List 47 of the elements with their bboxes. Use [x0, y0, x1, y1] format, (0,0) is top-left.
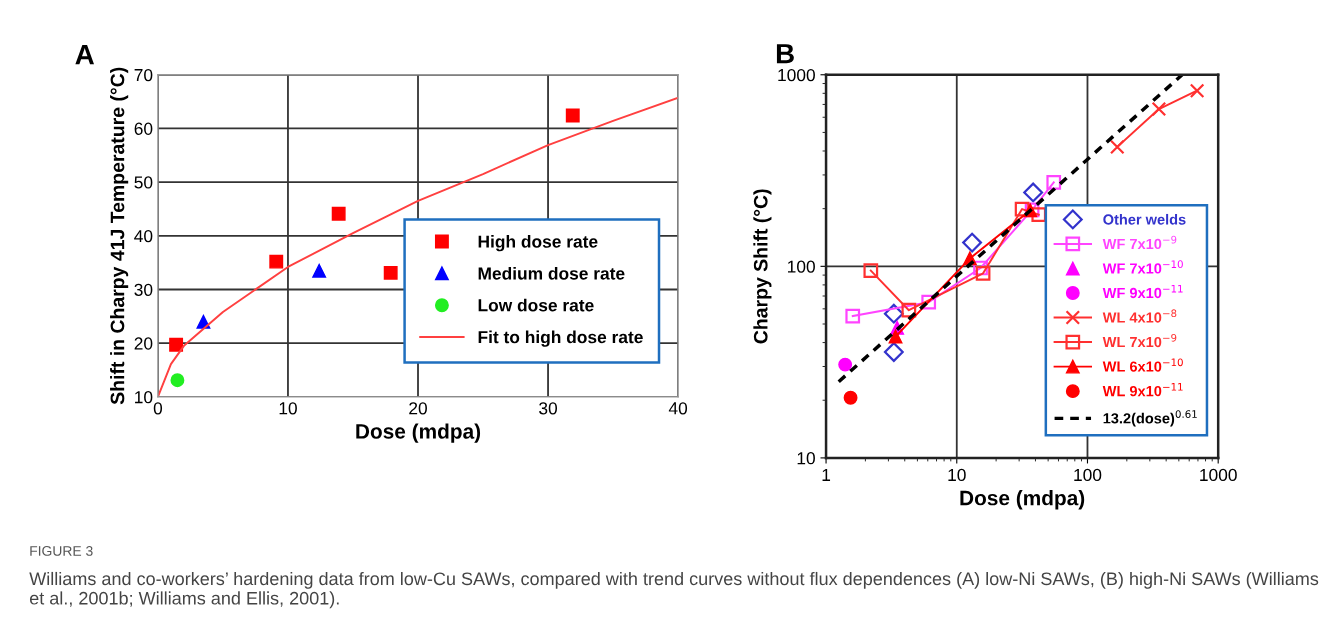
point: [170, 373, 185, 388]
x-tick-label: 100: [1074, 468, 1102, 482]
x-tick-label: 30: [539, 402, 558, 415]
y-axis-title: Charpy Shift (°C): [753, 189, 772, 344]
y-tick-label: 50: [134, 176, 153, 189]
y-tick-label: 10: [797, 452, 815, 465]
x-axis-title: Dose (mdpa): [960, 490, 1085, 510]
legend-label: WL 9x10$^{−11}$: [1102, 383, 1183, 397]
legend-label: WF 7x10$^{−9}$: [1102, 235, 1177, 250]
legend-label: WF 7x10$^{−10}$: [1102, 260, 1183, 274]
y-tick-label: 100: [788, 260, 815, 273]
legend-label: 13.2(dose)$^{0.61}$: [1103, 410, 1197, 427]
x-tick-label: 40: [668, 402, 688, 415]
legend-label: WF 9x10$^{−11}$: [1102, 284, 1183, 299]
y-axis-title: Shift in Charpy 41J Temperature (°C): [110, 67, 129, 405]
legend-label: Fit to high dose rate: [478, 330, 643, 347]
y-tick-label: 40: [134, 229, 153, 243]
y-tick-label: 30: [134, 283, 153, 296]
x-tick-label: 10: [279, 402, 297, 415]
point: [169, 337, 184, 352]
chart-title: A: [75, 45, 95, 65]
x-axis-title: Dose (mdpa): [356, 423, 481, 443]
legend-label: WL 6x10$^{−10}$: [1102, 358, 1183, 372]
y-tick-label: 1000: [778, 68, 815, 82]
legend-label: High dose rate: [478, 235, 598, 252]
x-tick-label: 1000: [1200, 468, 1237, 482]
x-tick-label: 1: [822, 468, 831, 481]
y-tick-label: 60: [134, 122, 153, 135]
legend-label: Other welds: [1103, 213, 1186, 225]
legend-label: Low dose rate: [478, 298, 594, 312]
point: [312, 263, 327, 278]
point: [383, 265, 398, 280]
point: [565, 108, 580, 123]
legend-label: Medium dose rate: [478, 266, 625, 280]
x-tick-label: 0: [153, 402, 163, 415]
x-tick-label: 20: [409, 402, 427, 415]
point: [331, 206, 346, 221]
point: [269, 254, 284, 269]
chart-title: B: [776, 44, 794, 64]
legend-label: WL 4x10$^{−8}$: [1102, 309, 1177, 323]
text: Williams and co-workers’ hardening data from low-Cu SAWs, compared with trend curves without flux dependences (A) low-Ni SAWs, (B) high-Ni SAWs (Williams et al., 2001b; Williams and Ellis, 2001).: [29, 571, 1319, 609]
y-tick-label: 20: [134, 337, 153, 350]
y-tick-label: 70: [134, 68, 153, 82]
caption: FIGURE 3: [30, 546, 93, 556]
legend-label: WL 7x10$^{−9}$: [1102, 333, 1177, 348]
y-tick-label: 10: [135, 391, 153, 404]
x-tick-label: 10: [948, 468, 966, 482]
